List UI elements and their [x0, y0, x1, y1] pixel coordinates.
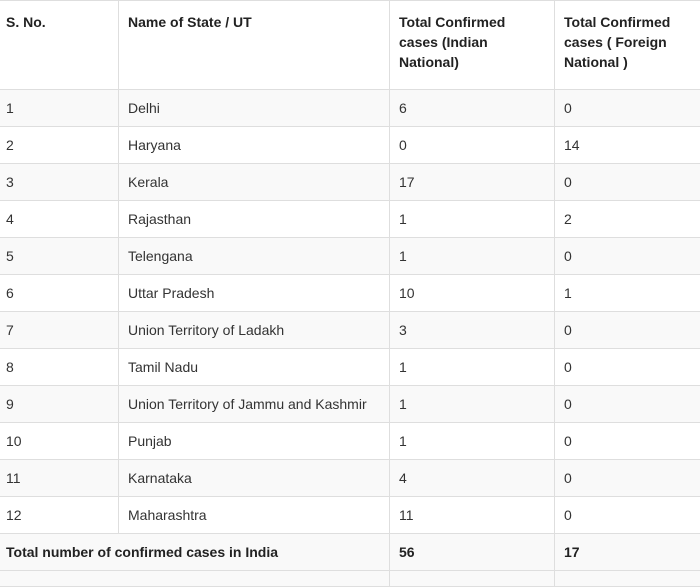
cell-indian-national: 1 [390, 349, 555, 386]
header-row: S. No. Name of State / UT Total Confirme… [0, 1, 700, 90]
cell-indian-national: 17 [390, 164, 555, 201]
cell-state: Uttar Pradesh [119, 275, 390, 312]
table-row: 3 Kerala 17 0 [0, 164, 700, 201]
table-row: 7 Union Territory of Ladakh 3 0 [0, 312, 700, 349]
total-row: Total number of confirmed cases in India… [0, 534, 700, 571]
table-row: 9 Union Territory of Jammu and Kashmir 1… [0, 386, 700, 423]
cell-foreign-national: 14 [555, 127, 700, 164]
cell-sno: 11 [0, 460, 119, 497]
cell-foreign-national: 0 [555, 90, 700, 127]
cell-state: Delhi [119, 90, 390, 127]
cell-sno: 6 [0, 275, 119, 312]
footer-filler-row [0, 571, 700, 587]
cell-indian-national: 3 [390, 312, 555, 349]
filler-cell [555, 571, 700, 587]
cell-sno: 1 [0, 90, 119, 127]
header-state: Name of State / UT [119, 1, 390, 90]
cell-sno: 5 [0, 238, 119, 275]
cell-indian-national: 4 [390, 460, 555, 497]
table-header: S. No. Name of State / UT Total Confirme… [0, 1, 700, 90]
cell-sno: 9 [0, 386, 119, 423]
table-row: 2 Haryana 0 14 [0, 127, 700, 164]
cell-foreign-national: 0 [555, 460, 700, 497]
table-row: 10 Punjab 1 0 [0, 423, 700, 460]
header-sno: S. No. [0, 1, 119, 90]
cell-foreign-national: 0 [555, 423, 700, 460]
cell-state: Rajasthan [119, 201, 390, 238]
cell-sno: 8 [0, 349, 119, 386]
total-indian-national: 56 [390, 534, 555, 571]
cell-foreign-national: 0 [555, 386, 700, 423]
cell-indian-national: 6 [390, 90, 555, 127]
header-foreign-national: Total Confirmed cases ( Foreign National… [555, 1, 700, 90]
header-indian-national: Total Confirmed cases (Indian National) [390, 1, 555, 90]
cell-sno: 12 [0, 497, 119, 534]
cell-state: Karnataka [119, 460, 390, 497]
total-foreign-national: 17 [555, 534, 700, 571]
cell-foreign-national: 1 [555, 275, 700, 312]
table-row: 12 Maharashtra 11 0 [0, 497, 700, 534]
cell-foreign-national: 2 [555, 201, 700, 238]
cell-state: Union Territory of Ladakh [119, 312, 390, 349]
cell-indian-national: 1 [390, 386, 555, 423]
total-label: Total number of confirmed cases in India [0, 534, 390, 571]
cell-sno: 10 [0, 423, 119, 460]
table-row: 1 Delhi 6 0 [0, 90, 700, 127]
table-row: 4 Rajasthan 1 2 [0, 201, 700, 238]
table-row: 5 Telengana 1 0 [0, 238, 700, 275]
cell-sno: 7 [0, 312, 119, 349]
cell-state: Maharashtra [119, 497, 390, 534]
cell-indian-national: 1 [390, 201, 555, 238]
cell-state: Telengana [119, 238, 390, 275]
table-row: 11 Karnataka 4 0 [0, 460, 700, 497]
cell-state: Tamil Nadu [119, 349, 390, 386]
cell-indian-national: 1 [390, 238, 555, 275]
filler-cell [0, 571, 390, 587]
cell-sno: 3 [0, 164, 119, 201]
cell-foreign-national: 0 [555, 238, 700, 275]
table-footer: Total number of confirmed cases in India… [0, 534, 700, 587]
table-row: 8 Tamil Nadu 1 0 [0, 349, 700, 386]
cell-state: Union Territory of Jammu and Kashmir [119, 386, 390, 423]
cell-sno: 2 [0, 127, 119, 164]
table-body: 1 Delhi 6 0 2 Haryana 0 14 3 Kerala 17 0… [0, 90, 700, 534]
cell-foreign-national: 0 [555, 497, 700, 534]
table-row: 6 Uttar Pradesh 10 1 [0, 275, 700, 312]
cell-foreign-national: 0 [555, 312, 700, 349]
cell-indian-national: 0 [390, 127, 555, 164]
cell-state: Kerala [119, 164, 390, 201]
filler-cell [390, 571, 555, 587]
cell-sno: 4 [0, 201, 119, 238]
cell-state: Punjab [119, 423, 390, 460]
cell-indian-national: 1 [390, 423, 555, 460]
cell-foreign-national: 0 [555, 349, 700, 386]
cell-foreign-national: 0 [555, 164, 700, 201]
cell-indian-national: 10 [390, 275, 555, 312]
cell-state: Haryana [119, 127, 390, 164]
cell-indian-national: 11 [390, 497, 555, 534]
